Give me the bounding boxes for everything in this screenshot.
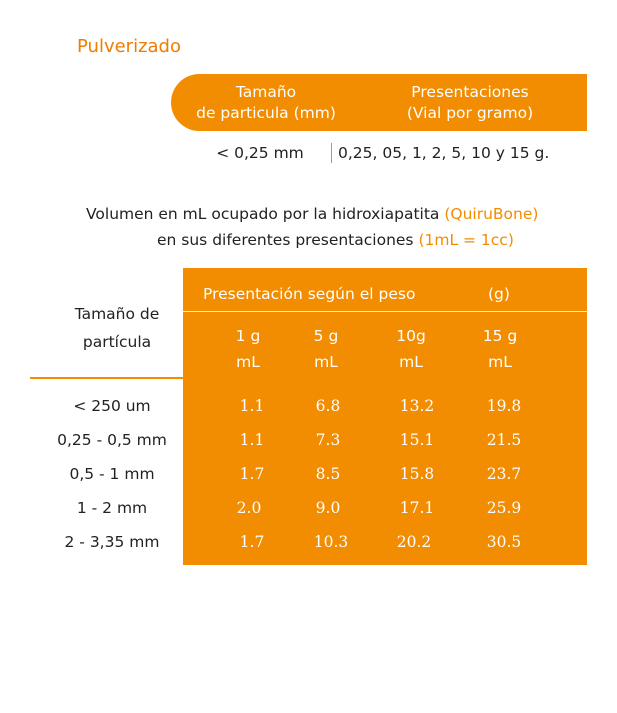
table-cell: 7.3 <box>315 431 341 449</box>
column-unit-15g: mL <box>488 353 512 371</box>
presentations-value: 0,25, 05, 1, 2, 5, 10 y 15 g. <box>338 144 550 162</box>
row-header-divider <box>30 377 183 379</box>
table-cell: 15.8 <box>399 465 435 483</box>
size-column-header-line2: partícula <box>82 333 152 351</box>
table-cell: 13.2 <box>399 397 435 415</box>
description-line-2-text: en sus diferentes presentaciones <box>157 231 419 249</box>
table-cell: 8.5 <box>315 465 341 483</box>
column-header-5g: 5 g <box>313 327 339 345</box>
table-cell: 19.8 <box>486 397 522 415</box>
column-unit-10g: mL <box>399 353 423 371</box>
particle-size-value: < 0,25 mm <box>216 144 304 162</box>
row-label-0-25-0-5mm: 0,25 - 0,5 mm <box>57 431 167 449</box>
row-label-under-250um: < 250 um <box>73 397 151 415</box>
table-cell: 10.3 <box>313 533 349 551</box>
table-cell: 17.1 <box>399 499 435 517</box>
section-title: Pulverizado <box>77 36 181 57</box>
particle-size-header-line1: Tamaño <box>235 83 297 101</box>
presentations-header-line1: Presentaciones <box>411 83 529 101</box>
size-column-header-line1: Tamaño de <box>74 305 160 323</box>
table-cell: 25.9 <box>486 499 522 517</box>
table-header-divider <box>183 311 587 312</box>
description-line-1-text: Volumen en mL ocupado por la hidroxiapat… <box>86 205 445 223</box>
table-cell: 6.8 <box>315 397 341 415</box>
column-header-10g: 10g <box>396 327 426 345</box>
presentation-weight-label: Presentación según el peso <box>203 285 416 303</box>
particle-size-header-band <box>171 74 587 131</box>
table-cell: 15.1 <box>399 431 435 449</box>
weight-unit-label: (g) <box>488 285 510 303</box>
table-cell: 21.5 <box>486 431 522 449</box>
table-cell: 1.1 <box>239 397 265 415</box>
particle-size-header-line2: de particula (mm) <box>196 104 336 122</box>
description-line-2: en sus diferentes presentaciones (1mL = … <box>157 229 514 251</box>
particle-size-header: Tamaño de particula (mm) <box>181 82 351 124</box>
table-cell: 23.7 <box>486 465 522 483</box>
unit-equivalence-highlight: (1mL = 1cc) <box>418 231 514 249</box>
column-unit-5g: mL <box>314 353 338 371</box>
brand-highlight: (QuiruBone) <box>444 205 539 223</box>
column-unit-1g: mL <box>236 353 260 371</box>
table-cell: 1.7 <box>239 533 265 551</box>
volume-table <box>183 268 587 565</box>
column-header-15g: 15 g <box>482 327 518 345</box>
table-cell: 2.0 <box>236 499 262 517</box>
row-label-2-3-35mm: 2 - 3,35 mm <box>64 533 160 551</box>
table-cell: 1.7 <box>239 465 265 483</box>
column-header-1g: 1 g <box>235 327 261 345</box>
table-cell: 30.5 <box>486 533 522 551</box>
table-cell: 1.1 <box>239 431 265 449</box>
row-label-1-2mm: 1 - 2 mm <box>76 499 148 517</box>
column-separator <box>331 143 332 163</box>
presentations-header: Presentaciones (Vial por gramo) <box>390 82 550 124</box>
table-cell: 20.2 <box>396 533 432 551</box>
presentations-header-line2: (Vial por gramo) <box>406 104 534 122</box>
table-cell: 9.0 <box>315 499 341 517</box>
row-label-0-5-1mm: 0,5 - 1 mm <box>69 465 155 483</box>
description-line-1: Volumen en mL ocupado por la hidroxiapat… <box>86 203 538 225</box>
